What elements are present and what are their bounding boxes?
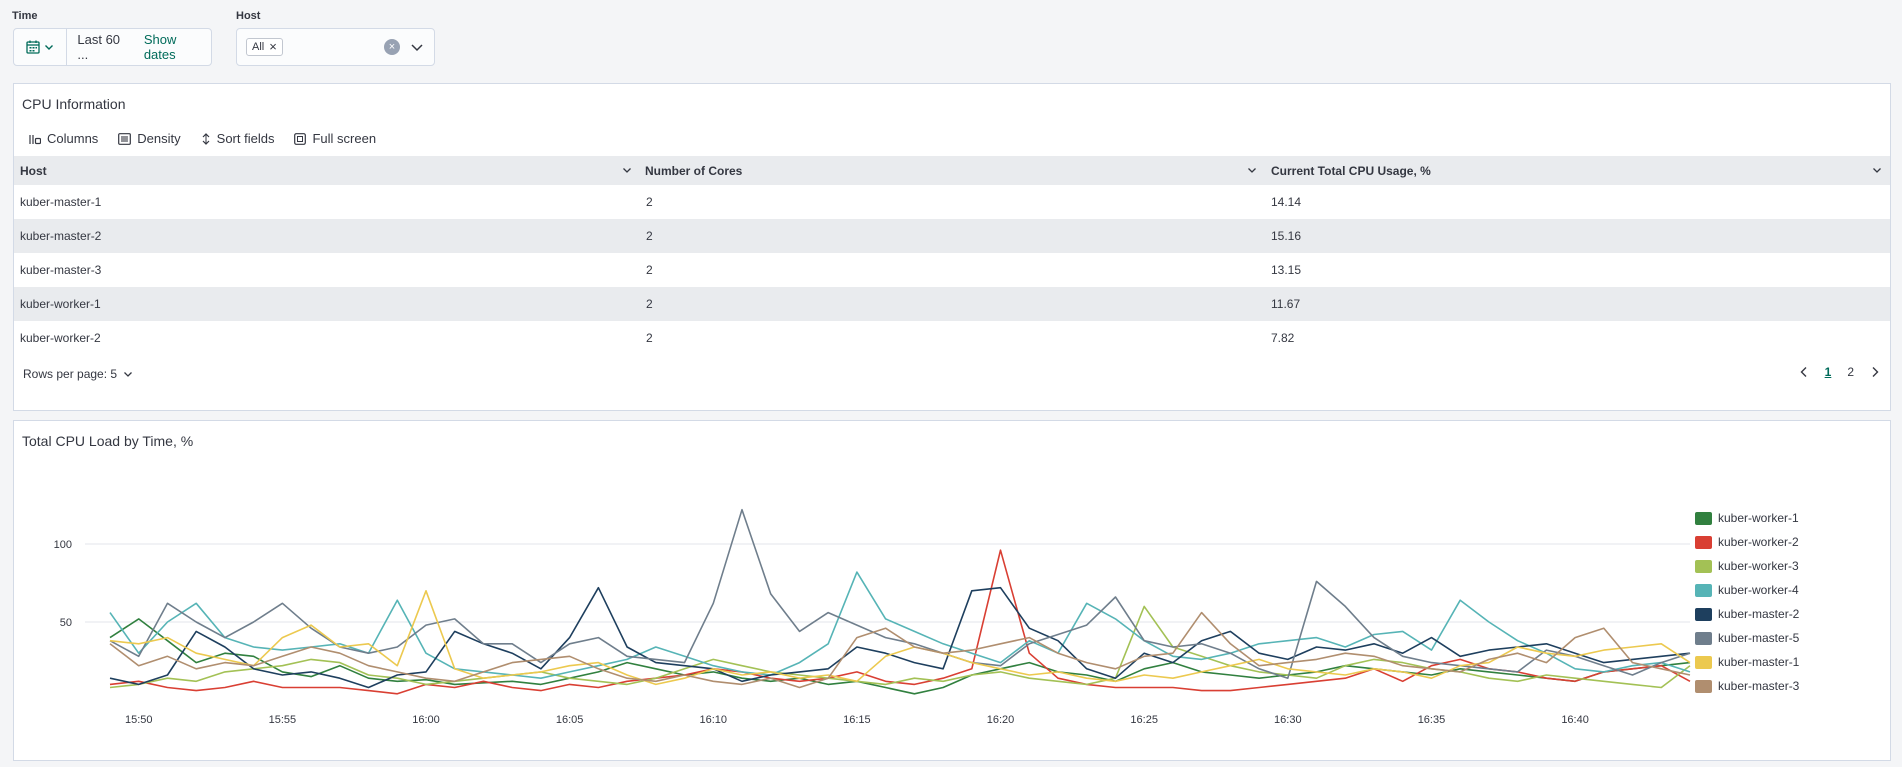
host-select[interactable]: All × × [236,28,435,66]
legend-label: kuber-master-2 [1718,607,1800,621]
table-row: kuber-worker-1 2 11.67 [14,287,1890,321]
table-toolbar: Columns Density Sort fields Full screen [29,131,376,146]
pagination: 1 2 [1799,365,1880,379]
cell-cpu-usage: 15.16 [1271,229,1302,243]
sort-fields-label: Sort fields [216,131,275,146]
cpu-information-panel: CPU Information Columns Density Sort fie… [13,83,1891,411]
cpu-load-chart-panel: Total CPU Load by Time, % [13,420,1891,761]
table-row: kuber-master-1 2 14.14 [14,185,1890,219]
time-filter-label: Time [12,10,38,22]
column-header-cpu-usage[interactable]: Current Total CPU Usage, % [1271,163,1431,178]
legend-item-kuber-master-3[interactable]: kuber-master-3 [1695,674,1799,698]
legend-item-kuber-master-5[interactable]: kuber-master-5 [1695,626,1799,650]
density-label: Density [137,131,181,146]
cell-cores: 2 [646,229,653,243]
full-screen-button[interactable]: Full screen [294,131,376,146]
cell-cpu-usage: 7.82 [1271,331,1295,345]
sort-fields-button[interactable]: Sort fields [201,131,275,146]
host-chip-label: All [252,41,265,53]
legend-item-kuber-worker-3[interactable]: kuber-worker-3 [1695,554,1799,578]
host-chip: All × [246,38,283,56]
legend-swatch [1695,511,1712,525]
legend-swatch [1695,631,1712,645]
legend-label: kuber-master-3 [1718,679,1800,693]
cell-cpu-usage: 13.15 [1271,263,1302,277]
rows-per-page-selector[interactable]: Rows per page: 5 [23,367,133,381]
legend-label: kuber-master-5 [1718,631,1800,645]
chip-remove-icon[interactable]: × [269,39,277,54]
time-range-value[interactable]: Last 60 ... [77,32,121,62]
chevron-down-icon[interactable] [622,165,632,175]
chevron-down-icon [45,45,54,50]
show-dates-link[interactable]: Show dates [143,32,177,62]
cell-cpu-usage: 11.67 [1271,297,1301,311]
chart-legend: kuber-worker-1 kuber-worker-2 kuber-worker… [1695,506,1799,698]
legend-swatch [1695,559,1712,573]
legend-swatch [1695,535,1712,549]
legend-label: kuber-worker-2 [1718,535,1799,549]
cell-host: kuber-master-3 [20,263,102,277]
legend-item-kuber-worker-2[interactable]: kuber-worker-2 [1695,530,1799,554]
legend-item-kuber-master-2[interactable]: kuber-master-2 [1695,602,1799,626]
legend-swatch [1695,583,1712,597]
cell-cores: 2 [646,195,653,209]
cell-cores: 2 [646,331,653,345]
density-icon [118,132,132,145]
sort-icon [202,132,210,145]
table-header: Host Number of Cores Current Total CPU U… [14,156,1890,185]
legend-item-kuber-worker-1[interactable]: kuber-worker-1 [1695,506,1799,530]
table-row: kuber-master-2 2 15.16 [14,219,1890,253]
columns-button[interactable]: Columns [29,131,98,146]
legend-swatch [1695,655,1712,669]
legend-swatch [1695,607,1712,621]
panel-title: CPU Information [22,96,126,112]
chart-title: Total CPU Load by Time, % [22,433,194,449]
legend-label: kuber-worker-1 [1718,511,1799,525]
time-picker: Last 60 ... Show dates [13,28,212,66]
date-quick-menu-button[interactable] [14,29,68,65]
cell-cpu-usage: 14.14 [1271,195,1302,209]
calendar-icon [26,40,40,54]
table-row: kuber-worker-2 2 7.82 [14,321,1890,355]
cell-host: kuber-master-2 [20,229,102,243]
clear-selection-icon[interactable]: × [384,39,400,55]
cell-host: kuber-worker-1 [20,297,101,311]
page-1-button[interactable]: 1 [1824,365,1832,379]
columns-label: Columns [47,131,99,146]
chevron-right-icon[interactable] [1870,366,1880,378]
chevron-down-icon[interactable] [410,40,424,54]
legend-item-kuber-worker-4[interactable]: kuber-worker-4 [1695,578,1799,602]
rows-per-page-label: Rows per page: 5 [23,367,118,381]
legend-swatch [1695,679,1712,693]
chevron-left-icon[interactable] [1799,366,1809,378]
density-button[interactable]: Density [118,131,181,146]
cell-cores: 2 [646,263,653,277]
chevron-down-icon[interactable] [1872,165,1882,175]
columns-icon [29,134,41,144]
full-screen-icon [294,132,307,145]
cell-host: kuber-worker-2 [20,331,101,345]
cell-host: kuber-master-1 [20,195,102,209]
legend-item-kuber-master-1[interactable]: kuber-master-1 [1695,650,1799,674]
chevron-down-icon [124,372,133,377]
legend-label: kuber-worker-3 [1718,559,1799,573]
host-filter-label: Host [236,10,261,22]
cell-cores: 2 [646,297,653,311]
legend-label: kuber-master-1 [1718,655,1800,669]
legend-label: kuber-worker-4 [1718,583,1799,597]
full-screen-label: Full screen [312,131,377,146]
column-header-host[interactable]: Host [20,163,47,178]
column-header-cores[interactable]: Number of Cores [645,163,743,178]
chevron-down-icon[interactable] [1247,165,1257,175]
page-2-button[interactable]: 2 [1847,365,1854,379]
table-row: kuber-master-3 2 13.15 [14,253,1890,287]
